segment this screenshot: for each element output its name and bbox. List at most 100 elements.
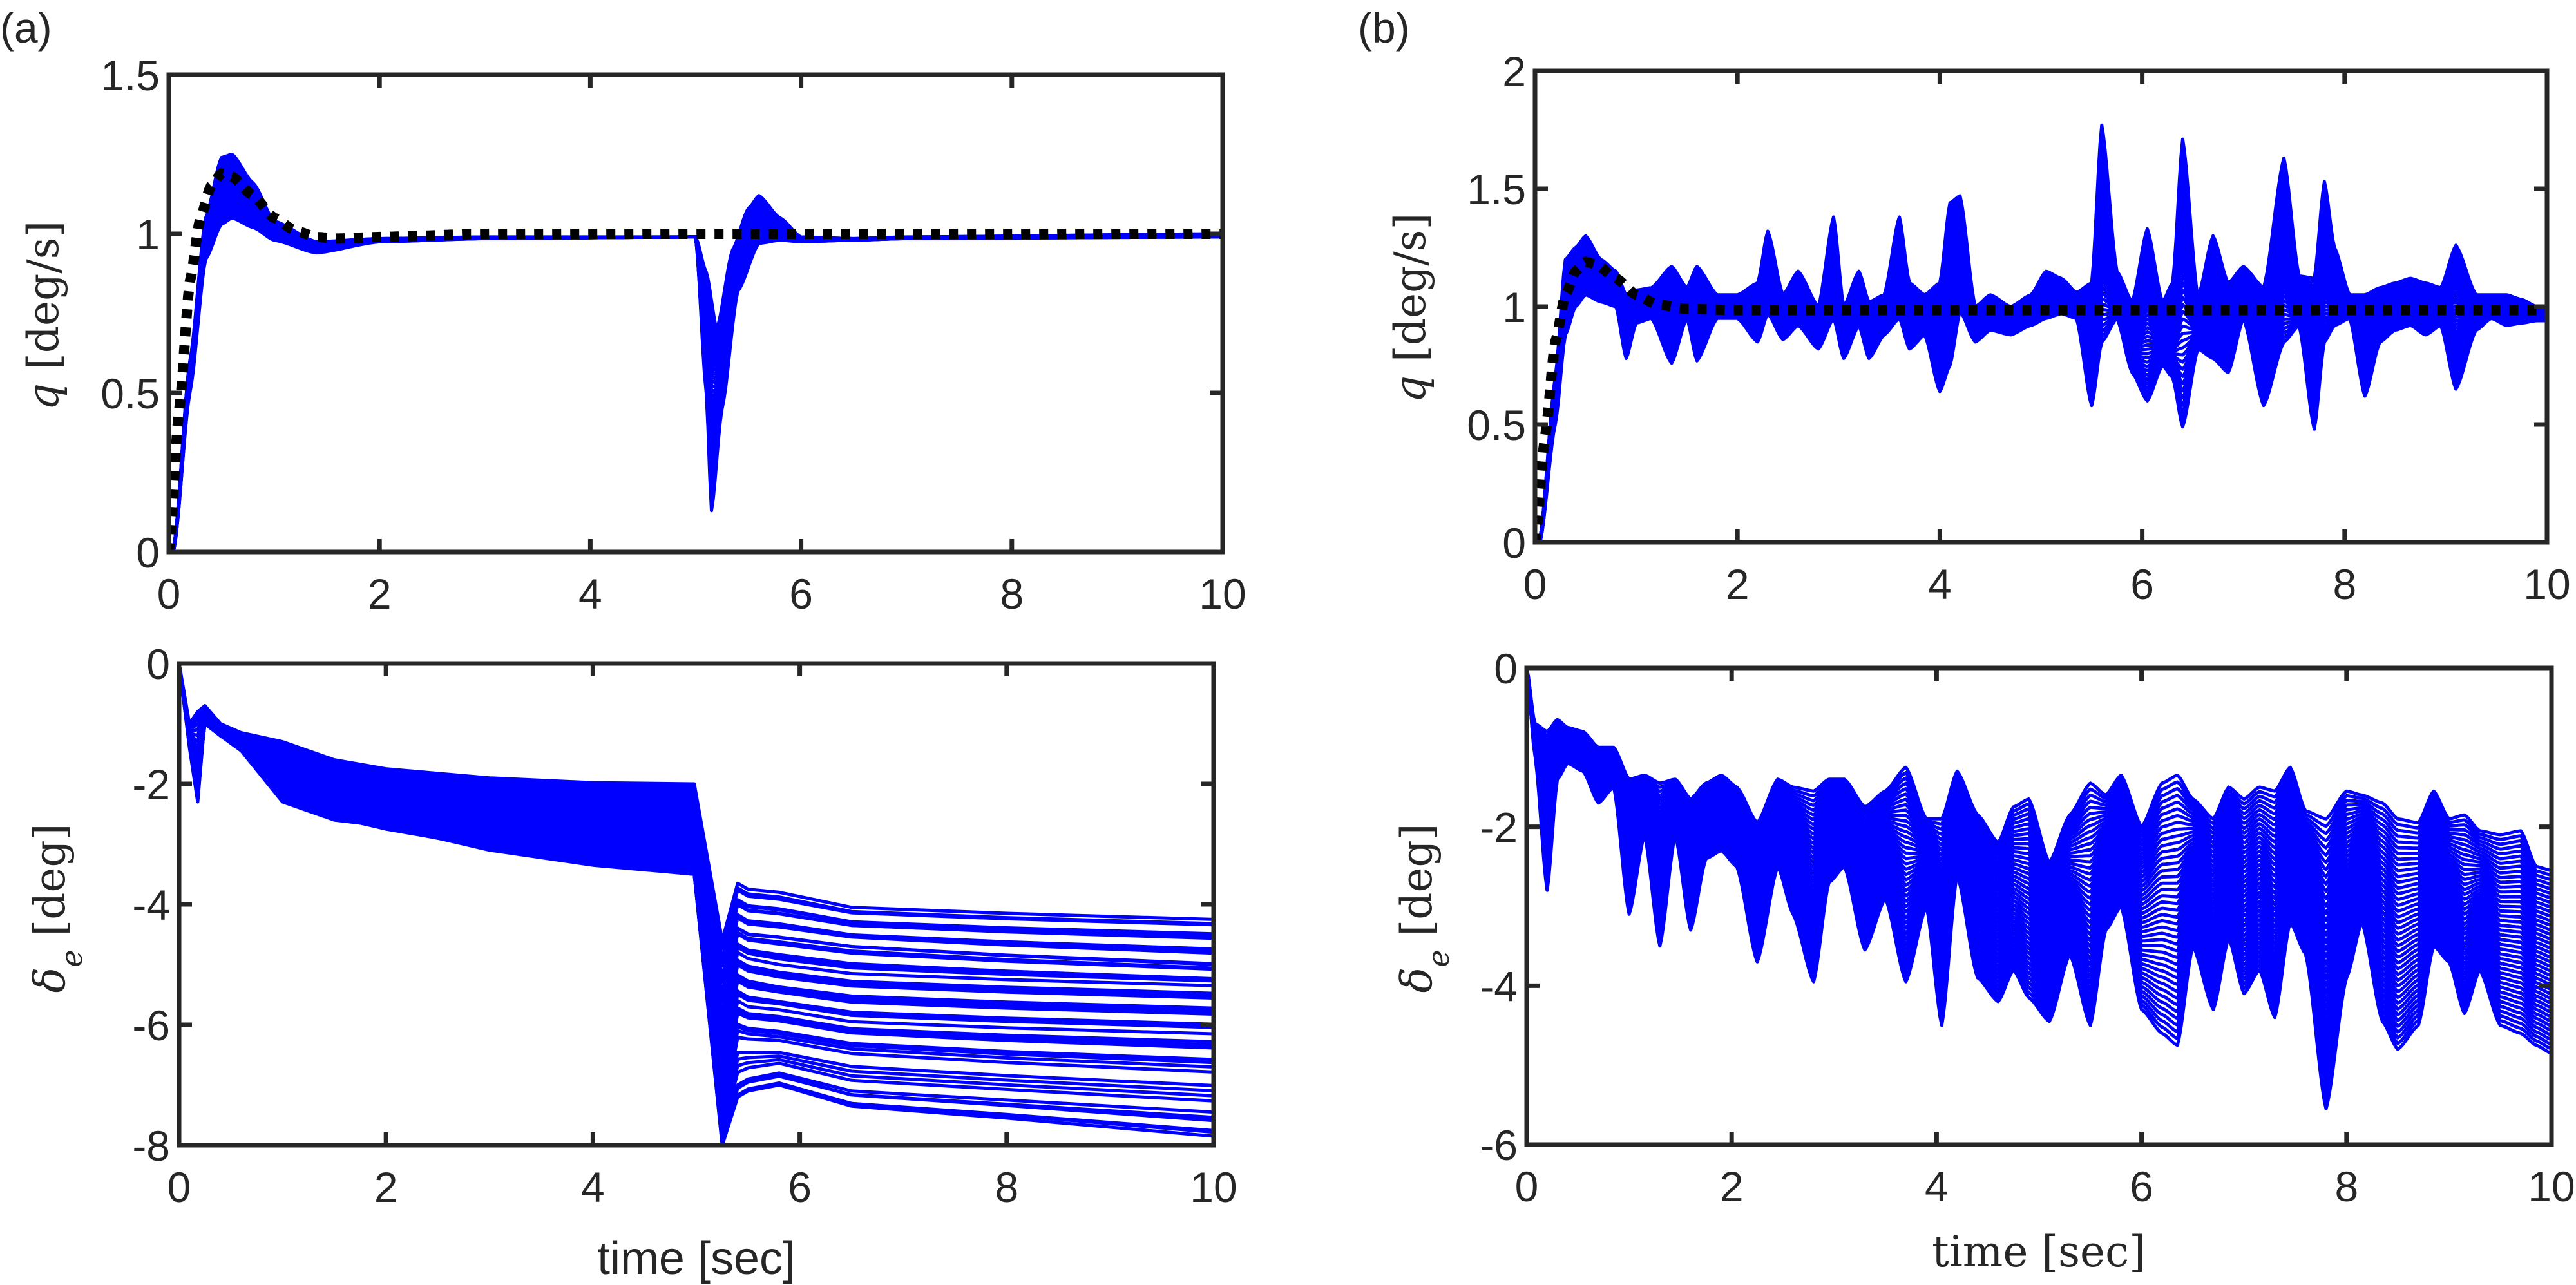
run-trajectory (169, 211, 1223, 554)
x-tick-label: 0 (1523, 560, 1547, 608)
y-tick-label: 0.5 (1467, 401, 1526, 449)
plot-series-group (1535, 123, 2547, 544)
y-tick-label: 1 (1502, 283, 1526, 331)
y-tick-label: -2 (132, 761, 170, 808)
plot-series-group (179, 663, 1214, 1148)
run-trajectory (169, 208, 1223, 554)
run-trajectory (169, 158, 1223, 553)
y-axis-label-delta-e: δe [deg] (25, 823, 89, 993)
x-tick-label: 4 (1925, 1163, 1949, 1210)
y-axis-unit: [deg/s] (1386, 213, 1435, 362)
run-trajectory (169, 168, 1223, 553)
run-trajectory (1535, 145, 2547, 544)
run-trajectory (169, 202, 1223, 554)
run-trajectory (169, 155, 1223, 553)
run-trajectory (1535, 293, 2547, 544)
tick-labels: 0 2 4 6 8 10 0 0.5 1 1.5 2 (1467, 48, 2570, 608)
run-trajectory (1535, 183, 2547, 544)
run-trajectory (1535, 177, 2547, 544)
x-tick-label: 10 (1199, 570, 1246, 618)
run-trajectory (1535, 139, 2547, 544)
y-tick-label: 0 (136, 529, 160, 576)
x-tick-label: 10 (2523, 560, 2570, 608)
run-trajectory (1535, 172, 2547, 544)
y-axis-label-delta-e: δe [deg] (1392, 823, 1456, 993)
run-trajectory (1535, 161, 2547, 544)
run-trajectory (169, 209, 1223, 554)
x-tick-label: 0 (1515, 1163, 1539, 1210)
reference-line (169, 167, 1223, 553)
run-trajectory (169, 214, 1223, 554)
run-trajectory (169, 207, 1223, 554)
x-tick-label: 10 (2528, 1163, 2575, 1210)
run-trajectory (169, 216, 1223, 554)
y-tick-label: -4 (1480, 962, 1518, 1010)
run-trajectory (1535, 134, 2547, 544)
y-axis-subscript: e (1421, 950, 1456, 967)
y-tick-label: 2 (1502, 48, 1526, 95)
plot-series-group (1527, 667, 2552, 1110)
x-axis-label: time [sec] (597, 1233, 796, 1284)
x-tick-label: 4 (1928, 560, 1952, 608)
run-trajectory (169, 213, 1223, 554)
y-axis-spacer (1392, 937, 1442, 950)
run-trajectory (169, 162, 1223, 553)
chart-a-top-q: 0 2 4 6 8 10 0 0.5 1 1.5 q [deg/s] (19, 52, 1246, 618)
x-tick-label: 8 (2333, 560, 2356, 608)
axes-frame (166, 72, 1225, 555)
run-trajectory (169, 205, 1223, 554)
y-axis-subscript: e (54, 950, 89, 967)
x-tick-label: 6 (789, 570, 813, 618)
x-tick-label: 8 (2334, 1163, 2358, 1210)
run-trajectory (1535, 204, 2547, 544)
x-tick-label: 2 (1720, 1163, 1744, 1210)
reference-line (1535, 256, 2547, 544)
tick-marks (1532, 68, 2550, 545)
run-trajectory (1535, 199, 2547, 544)
run-trajectory (1535, 221, 2547, 544)
y-axis-unit: [deg] (25, 823, 75, 936)
axes-box (166, 72, 1225, 555)
y-tick-label: 0.5 (100, 370, 160, 417)
run-trajectory (1535, 123, 2547, 544)
chart-b-bottom-delta-e: 0 2 4 6 8 10 -6 -4 -2 0 δe [deg] time [sec] (1392, 645, 2575, 1277)
run-trajectory (169, 165, 1223, 553)
run-trajectory (169, 204, 1223, 554)
run-trajectory (1535, 188, 2547, 544)
run-trajectory (169, 157, 1223, 553)
x-tick-label: 2 (1726, 560, 1750, 608)
x-tick-label: 4 (578, 570, 602, 618)
chart-b-top-q: 0 2 4 6 8 10 0 0.5 1 1.5 2 q [deg/s] (1386, 48, 2571, 608)
y-tick-label: -8 (132, 1122, 170, 1170)
y-tick-label: 0 (1494, 645, 1518, 692)
y-axis-unit: [deg] (1392, 823, 1442, 936)
x-tick-label: 8 (995, 1163, 1018, 1211)
y-tick-label: -6 (1480, 1121, 1518, 1169)
y-axis-spacer (19, 370, 68, 383)
y-axis-label-q: q [deg/s] (19, 221, 68, 410)
panel-label-a: (a) (0, 4, 52, 52)
y-axis-symbol: δ (25, 967, 75, 993)
x-tick-label: 0 (157, 570, 181, 618)
run-trajectory (169, 164, 1223, 553)
y-tick-label: -6 (132, 1002, 170, 1049)
y-tick-label: 0 (146, 640, 170, 688)
y-axis-spacer (1386, 362, 1435, 376)
tick-marks (1524, 665, 2554, 1147)
run-trajectory (169, 153, 1223, 553)
y-tick-label: 1.5 (100, 52, 160, 99)
tick-labels: 0 2 4 6 8 10 -6 -4 -2 0 (1480, 645, 2575, 1210)
run-trajectory (1535, 210, 2547, 544)
y-axis-symbol: q (1386, 376, 1435, 403)
y-axis-label-q: q [deg/s] (1386, 213, 1435, 403)
reference-trajectory (169, 167, 1223, 553)
run-trajectory (169, 154, 1223, 553)
x-tick-label: 8 (1000, 570, 1024, 618)
y-axis-unit: [deg/s] (19, 221, 68, 370)
plot-series-group (169, 153, 1223, 554)
y-axis-symbol: q (19, 383, 68, 410)
run-trajectory (1535, 150, 2547, 544)
x-tick-label: 6 (788, 1163, 812, 1211)
y-axis-spacer (25, 937, 75, 950)
